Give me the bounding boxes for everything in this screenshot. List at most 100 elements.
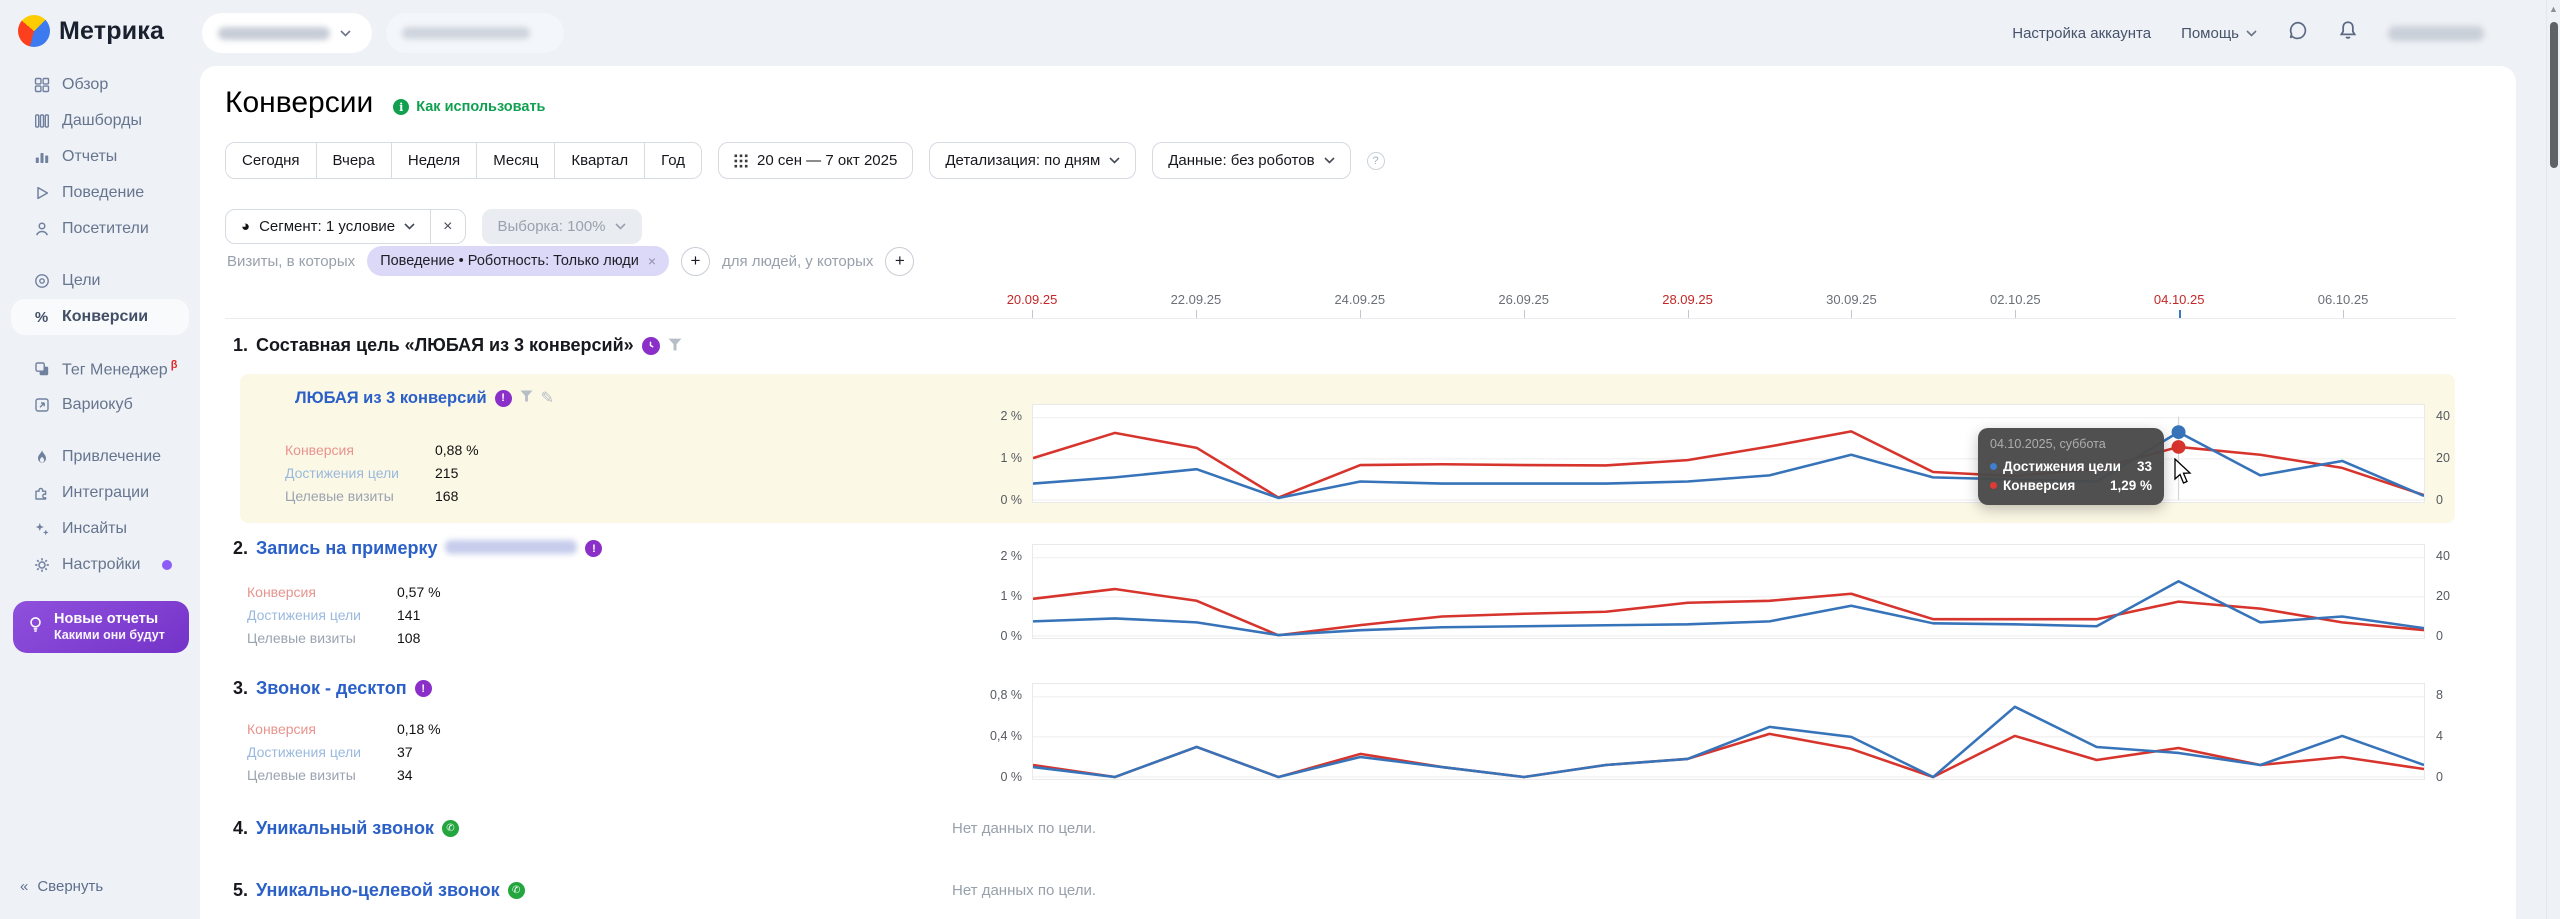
metric-label[interactable]: Целевые визиты (285, 488, 435, 504)
metric-row-conversion: Конверсия 0,57 % (247, 580, 667, 603)
sidebar-item-tag-manager[interactable]: Тег Менеджерβ (0, 351, 200, 387)
metric-label[interactable]: Конверсия (247, 584, 397, 600)
sampling-dropdown[interactable]: Выборка: 100% (482, 209, 642, 244)
goal-3-chart[interactable] (1032, 683, 2425, 780)
detail-dropdown[interactable]: Детализация: по дням (929, 142, 1136, 179)
y2-axis-tick: 0 (2436, 770, 2486, 784)
goal-2-link[interactable]: Запись на примерку (256, 538, 577, 559)
sidebar-item-acquisition[interactable]: Привлечение (0, 439, 200, 475)
sidebar-item-behavior[interactable]: Поведение (0, 175, 200, 211)
sidebar-item-settings[interactable]: Настройки (0, 547, 200, 583)
sidebar-item-variocube[interactable]: Вариокуб (0, 387, 200, 423)
funnel-icon[interactable] (668, 335, 682, 356)
segment-condition-pill[interactable]: Поведение • Роботность: Только люди × (367, 246, 669, 276)
chevron-down-icon (2246, 30, 2257, 37)
new-reports-banner[interactable]: Новые отчеты Какими они будут (13, 601, 189, 653)
blurred-goal-name (445, 540, 577, 554)
metric-row-reaches: Достижения цели 215 (285, 461, 705, 484)
goal-4-header: 4. Уникальный звонок ✆ (233, 818, 459, 839)
help-label: Помощь (2181, 25, 2239, 42)
goal-warning-icon[interactable]: ! (585, 540, 602, 557)
sidebar-item-reports[interactable]: Отчеты (0, 139, 200, 175)
segment-row: ◕ Сегмент: 1 условие × Выборка: 100% (225, 209, 642, 244)
period-quarter-button[interactable]: Квартал (555, 143, 645, 178)
sidebar-item-visitors[interactable]: Посетители (0, 211, 200, 247)
period-segmented-control: Сегодня Вчера Неделя Месяц Квартал Год (225, 142, 702, 179)
goal-3-link[interactable]: Звонок - десктоп (256, 678, 407, 699)
period-year-button[interactable]: Год (645, 143, 701, 178)
x-axis-date-label: 28.09.25 (1662, 292, 1713, 307)
goal-warning-icon[interactable]: ! (415, 680, 432, 697)
sidebar-item-insights[interactable]: Инсайты (0, 511, 200, 547)
segment-label: Сегмент: 1 условие (259, 218, 395, 235)
period-today-button[interactable]: Сегодня (226, 143, 317, 178)
composite-goal-clock-icon[interactable] (642, 337, 660, 355)
mouse-cursor (2174, 458, 2193, 490)
period-yesterday-button[interactable]: Вчера (317, 143, 392, 178)
data-mode-label: Данные: без роботов (1168, 152, 1314, 169)
metric-label[interactable]: Достижения цели (285, 465, 435, 481)
filters-row: Сегодня Вчера Неделя Месяц Квартал Год 2… (225, 142, 1385, 179)
sidebar-item-overview[interactable]: Обзор (0, 67, 200, 103)
y-axis-tick: 0,4 % (972, 729, 1022, 743)
help-menu[interactable]: Помощь (2181, 25, 2257, 42)
metric-label[interactable]: Конверсия (285, 442, 435, 458)
metric-value: 141 (397, 607, 420, 623)
segment-control: ◕ Сегмент: 1 условие × (225, 209, 466, 244)
data-mode-dropdown[interactable]: Данные: без роботов (1152, 142, 1350, 179)
x-axis-date-label: 06.10.25 (2318, 292, 2369, 307)
user-account[interactable] (2388, 26, 2484, 41)
sidebar-item-goals[interactable]: Цели (0, 263, 200, 299)
metric-label[interactable]: Достижения цели (247, 744, 397, 760)
y2-axis-tick: 8 (2436, 688, 2486, 702)
how-to-use-link[interactable]: i Как использовать (393, 99, 545, 115)
goal-5-link[interactable]: Уникально-целевой звонок (256, 880, 500, 901)
red-dot-icon (1990, 482, 1997, 489)
segment-clear-button[interactable]: × (431, 209, 465, 244)
sidebar-item-conversions[interactable]: % Конверсии (11, 299, 189, 335)
play-icon (33, 185, 50, 202)
metric-label[interactable]: Целевые визиты (247, 630, 397, 646)
counter-selector-secondary[interactable] (386, 13, 564, 53)
subgoal-link[interactable]: ЛЮБАЯ из 3 конверсий (295, 389, 487, 408)
metric-value: 34 (397, 767, 413, 783)
scrollbar-thumb[interactable] (2550, 22, 2558, 168)
help-circle-icon[interactable]: ? (1367, 152, 1385, 170)
goal-4-link[interactable]: Уникальный звонок (256, 818, 434, 839)
goal-2-chart[interactable] (1032, 544, 2425, 639)
vertical-scrollbar[interactable]: ▲ (2546, 0, 2560, 919)
metric-value: 215 (435, 465, 458, 481)
y2-axis-tick: 40 (2436, 549, 2486, 563)
segment-dropdown[interactable]: ◕ Сегмент: 1 условие (225, 209, 431, 244)
date-range-button[interactable]: 20 сен — 7 окт 2025 (718, 142, 913, 179)
tooltip-label: Конверсия (2003, 478, 2075, 493)
how-to-use-label: Как использовать (416, 99, 545, 115)
period-week-button[interactable]: Неделя (392, 143, 477, 178)
chat-icon[interactable] (2287, 20, 2308, 46)
page-title: Конверсии (225, 86, 373, 120)
goal-number: 5. (233, 880, 248, 901)
counter-selector[interactable] (202, 13, 372, 53)
sidebar-item-integrations[interactable]: Интеграции (0, 475, 200, 511)
remove-condition-icon[interactable]: × (648, 253, 656, 269)
edit-pencil-icon[interactable]: ✎ (541, 388, 554, 408)
y-axis-tick: 2 % (972, 549, 1022, 563)
bell-icon[interactable] (2338, 20, 2358, 46)
metric-label[interactable]: Конверсия (247, 721, 397, 737)
metric-label[interactable]: Достижения цели (247, 607, 397, 623)
x-axis-tick-mark (1196, 310, 1197, 318)
goal-1-chart[interactable] (1032, 404, 2425, 503)
account-settings-link[interactable]: Настройка аккаунта (2012, 25, 2151, 42)
collapse-sidebar-button[interactable]: « Свернуть (20, 878, 103, 895)
metrica-logo[interactable]: Метрика (18, 15, 164, 47)
funnel-icon[interactable] (520, 389, 533, 407)
sidebar-item-dashboards[interactable]: Дашборды (0, 103, 200, 139)
collapse-label: Свернуть (37, 878, 103, 895)
sidebar-nav: Обзор Дашборды Отчеты Поведение Посетите… (0, 67, 200, 583)
goal-warning-icon[interactable]: ! (495, 390, 512, 407)
add-visit-condition-button[interactable]: + (681, 247, 710, 276)
metric-label[interactable]: Целевые визиты (247, 767, 397, 783)
scroll-up-icon[interactable]: ▲ (2549, 4, 2558, 14)
period-month-button[interactable]: Месяц (477, 143, 555, 178)
add-people-condition-button[interactable]: + (885, 247, 914, 276)
